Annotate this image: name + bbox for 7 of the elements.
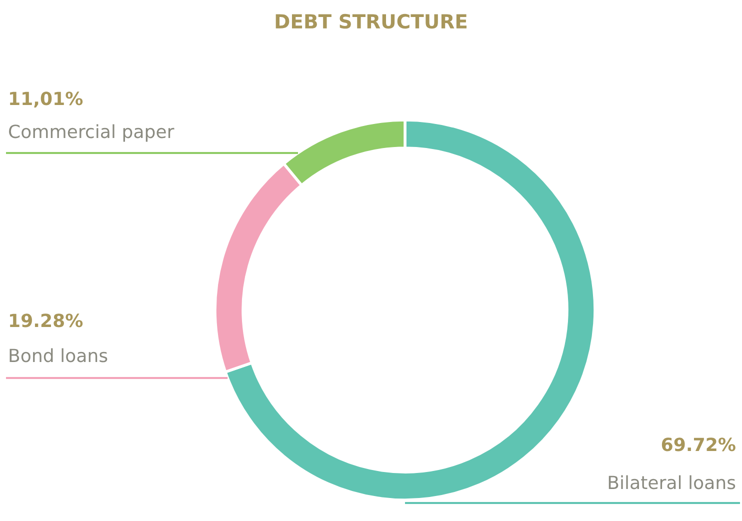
data-label: 11,01% bbox=[10, 92, 83, 108]
data-label: 19.28% bbox=[10, 314, 83, 328]
data-label: 69.72% bbox=[662, 438, 736, 452]
slice-label: Bilateral loans bbox=[608, 475, 736, 490]
slice-label: Commercial paper bbox=[9, 124, 174, 142]
slice-label: Bond loans bbox=[10, 348, 108, 362]
chart-title: DEBT STRUCTURE bbox=[276, 14, 467, 29]
